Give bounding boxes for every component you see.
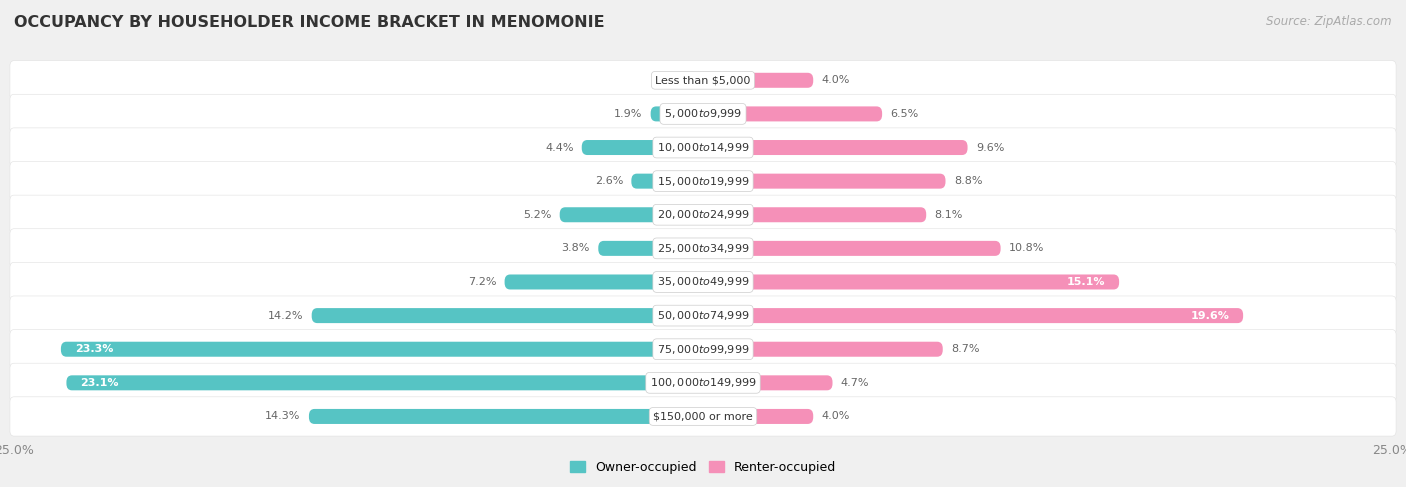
Text: $10,000 to $14,999: $10,000 to $14,999 bbox=[657, 141, 749, 154]
FancyBboxPatch shape bbox=[10, 195, 1396, 234]
FancyBboxPatch shape bbox=[703, 342, 943, 356]
Text: 19.6%: 19.6% bbox=[1191, 311, 1229, 320]
FancyBboxPatch shape bbox=[599, 241, 703, 256]
FancyBboxPatch shape bbox=[505, 275, 703, 289]
Text: 1.9%: 1.9% bbox=[614, 109, 643, 119]
FancyBboxPatch shape bbox=[631, 174, 703, 188]
FancyBboxPatch shape bbox=[703, 275, 1119, 289]
FancyBboxPatch shape bbox=[10, 94, 1396, 133]
Legend: Owner-occupied, Renter-occupied: Owner-occupied, Renter-occupied bbox=[569, 461, 837, 474]
Text: 7.2%: 7.2% bbox=[468, 277, 496, 287]
FancyBboxPatch shape bbox=[582, 140, 703, 155]
Text: 23.1%: 23.1% bbox=[80, 378, 118, 388]
FancyBboxPatch shape bbox=[10, 61, 1396, 100]
Text: Less than $5,000: Less than $5,000 bbox=[655, 75, 751, 85]
Text: 5.2%: 5.2% bbox=[523, 210, 551, 220]
FancyBboxPatch shape bbox=[10, 296, 1396, 335]
FancyBboxPatch shape bbox=[10, 363, 1396, 402]
Text: 4.0%: 4.0% bbox=[821, 412, 849, 421]
Text: $25,000 to $34,999: $25,000 to $34,999 bbox=[657, 242, 749, 255]
Text: $20,000 to $24,999: $20,000 to $24,999 bbox=[657, 208, 749, 221]
FancyBboxPatch shape bbox=[66, 375, 703, 391]
FancyBboxPatch shape bbox=[703, 308, 1243, 323]
Text: 23.3%: 23.3% bbox=[75, 344, 112, 354]
FancyBboxPatch shape bbox=[703, 174, 945, 188]
Text: 6.5%: 6.5% bbox=[890, 109, 918, 119]
FancyBboxPatch shape bbox=[703, 241, 1001, 256]
FancyBboxPatch shape bbox=[651, 106, 703, 121]
FancyBboxPatch shape bbox=[10, 128, 1396, 167]
FancyBboxPatch shape bbox=[10, 162, 1396, 201]
Text: Source: ZipAtlas.com: Source: ZipAtlas.com bbox=[1267, 15, 1392, 28]
Text: $150,000 or more: $150,000 or more bbox=[654, 412, 752, 421]
Text: 4.0%: 4.0% bbox=[821, 75, 849, 85]
Text: $5,000 to $9,999: $5,000 to $9,999 bbox=[664, 108, 742, 120]
Text: 9.6%: 9.6% bbox=[976, 143, 1004, 152]
FancyBboxPatch shape bbox=[10, 397, 1396, 436]
Text: 10.8%: 10.8% bbox=[1010, 244, 1045, 253]
Text: 14.3%: 14.3% bbox=[266, 412, 301, 421]
Text: $50,000 to $74,999: $50,000 to $74,999 bbox=[657, 309, 749, 322]
FancyBboxPatch shape bbox=[10, 262, 1396, 301]
Text: 4.4%: 4.4% bbox=[546, 143, 574, 152]
FancyBboxPatch shape bbox=[703, 73, 813, 88]
Text: $100,000 to $149,999: $100,000 to $149,999 bbox=[650, 376, 756, 389]
FancyBboxPatch shape bbox=[703, 375, 832, 391]
Text: 15.1%: 15.1% bbox=[1067, 277, 1105, 287]
FancyBboxPatch shape bbox=[312, 308, 703, 323]
Text: 3.8%: 3.8% bbox=[561, 244, 591, 253]
Text: 8.8%: 8.8% bbox=[953, 176, 983, 186]
Text: 2.6%: 2.6% bbox=[595, 176, 623, 186]
Text: OCCUPANCY BY HOUSEHOLDER INCOME BRACKET IN MENOMONIE: OCCUPANCY BY HOUSEHOLDER INCOME BRACKET … bbox=[14, 15, 605, 30]
Text: 0.0%: 0.0% bbox=[666, 75, 695, 85]
FancyBboxPatch shape bbox=[10, 229, 1396, 268]
FancyBboxPatch shape bbox=[703, 106, 882, 121]
Text: 4.7%: 4.7% bbox=[841, 378, 869, 388]
Text: 14.2%: 14.2% bbox=[269, 311, 304, 320]
FancyBboxPatch shape bbox=[560, 207, 703, 222]
FancyBboxPatch shape bbox=[10, 330, 1396, 369]
FancyBboxPatch shape bbox=[703, 207, 927, 222]
Text: $15,000 to $19,999: $15,000 to $19,999 bbox=[657, 175, 749, 187]
Text: $75,000 to $99,999: $75,000 to $99,999 bbox=[657, 343, 749, 356]
Text: 8.7%: 8.7% bbox=[950, 344, 980, 354]
FancyBboxPatch shape bbox=[703, 409, 813, 424]
FancyBboxPatch shape bbox=[309, 409, 703, 424]
Text: 8.1%: 8.1% bbox=[935, 210, 963, 220]
FancyBboxPatch shape bbox=[60, 342, 703, 356]
FancyBboxPatch shape bbox=[703, 140, 967, 155]
Text: $35,000 to $49,999: $35,000 to $49,999 bbox=[657, 276, 749, 288]
